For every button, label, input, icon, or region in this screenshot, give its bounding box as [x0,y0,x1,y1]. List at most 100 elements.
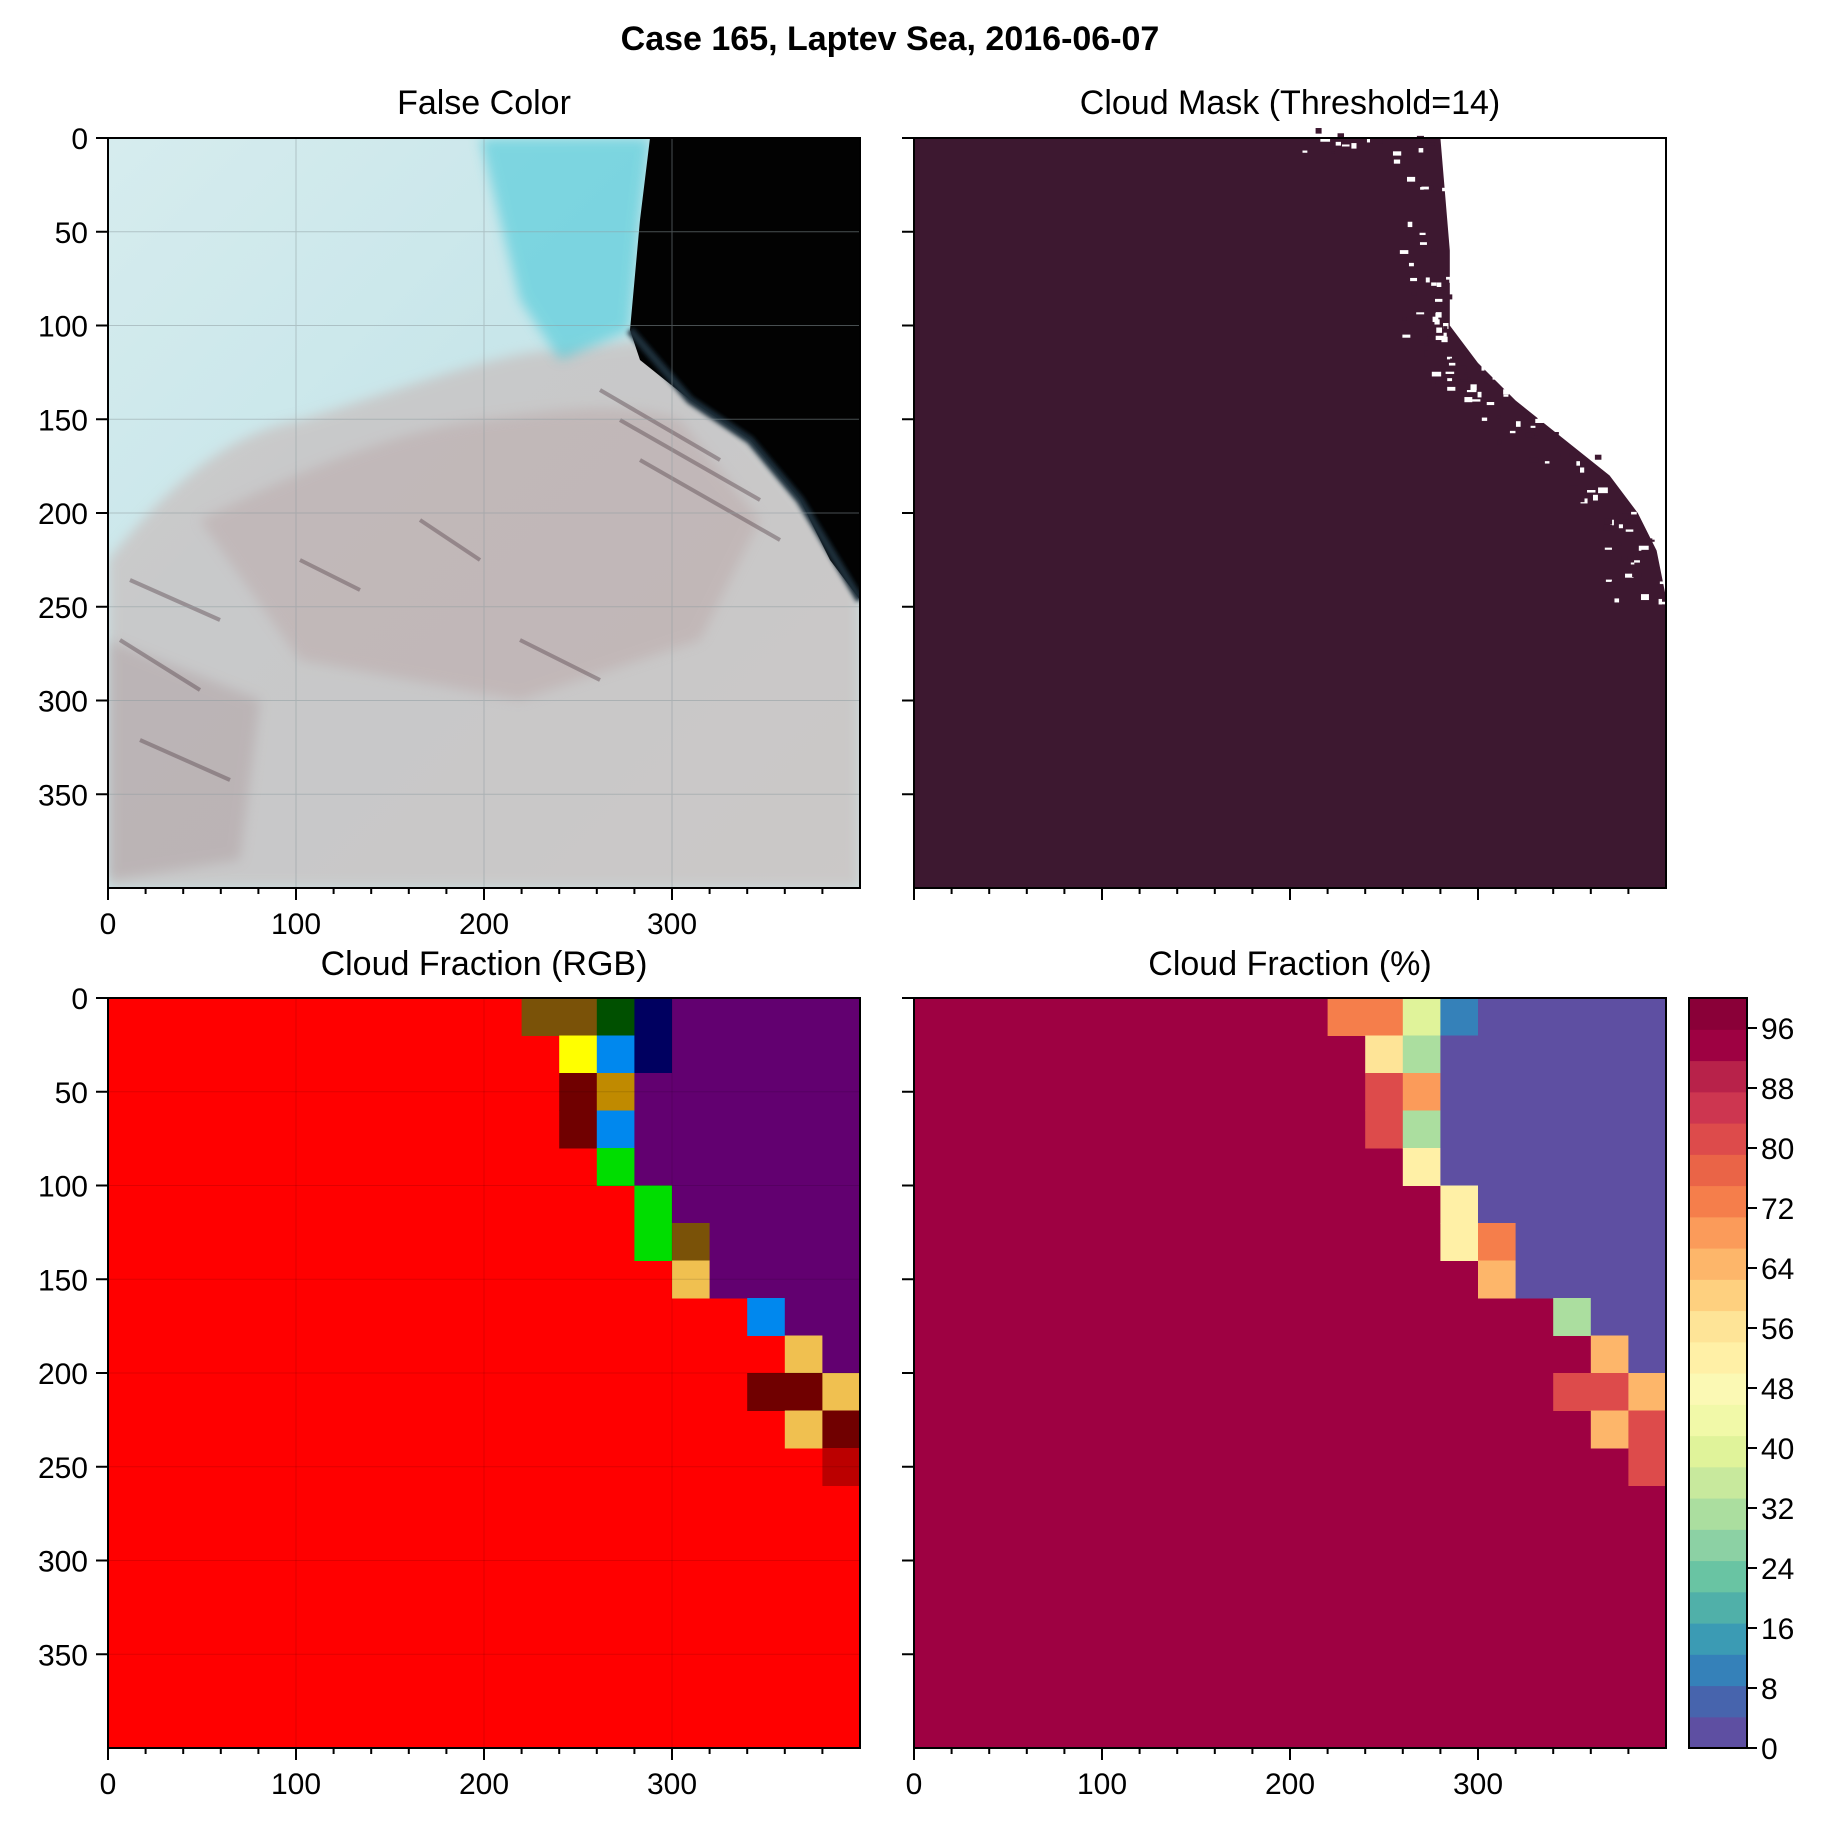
mask-speckle [1625,529,1634,532]
colorbar-level [1689,1591,1747,1624]
rgb-cell [596,998,635,1036]
percent-cell [1515,1260,1667,1299]
mask-speckle [1421,186,1430,190]
rgb-cell [784,1410,823,1449]
panel-title-cloud-mask: Cloud Mask (Threshold=14) [1080,84,1500,122]
percent-cell [1478,998,1667,1036]
percent-cell [1440,998,1479,1036]
mask-speckle [1419,242,1427,245]
mask-speckle [1485,397,1492,400]
colorbar-tick-label: 72 [1761,1193,1794,1226]
y-tick-label: 250 [38,592,88,625]
mask-speckle [1611,580,1618,587]
mask-speckle [1450,358,1459,362]
mask-speckle [1424,142,1435,146]
mask-speckle [1605,579,1612,582]
y-tick-label: 50 [55,1077,88,1110]
mask-speckle [1598,487,1608,494]
colorbar-tick-label: 48 [1761,1373,1794,1406]
mask-speckle [1443,294,1453,300]
mask-speckle [1544,461,1550,464]
mask-speckle [1610,519,1614,526]
percent-cell [1628,1448,1667,1486]
mask-speckle [1436,129,1445,136]
mask-speckle [1647,538,1653,544]
mask-speckle [1435,312,1442,318]
rgb-cell [596,1035,635,1074]
mask-speckle [1622,513,1629,520]
y-tick-label: 50 [55,217,88,250]
mask-speckle [1425,277,1430,283]
mask-speckle [1632,572,1642,578]
mask-speckle [1614,598,1620,603]
mask-speckle [1604,518,1613,525]
percent-cell [1628,1373,1667,1411]
mask-speckle [1443,332,1447,337]
rgb-cell [634,1185,673,1224]
y-tick-label: 300 [38,686,88,719]
rgb-cell [634,1035,673,1074]
mask-speckle [1416,312,1425,315]
colorbar-level [1689,1248,1747,1280]
mask-speckle [1530,425,1536,428]
colorbar-level [1689,998,1747,1030]
mask-speckle [1315,128,1322,134]
colorbar-tick-label: 96 [1761,1013,1794,1046]
x-tick-label: 0 [906,1768,923,1801]
rgb-cell [672,1185,861,1224]
rgb-cell [709,1260,861,1299]
rgb-cell [822,1335,861,1374]
mask-speckle [1434,319,1440,325]
colorbar-level [1689,1060,1747,1093]
colorbar-level [1689,1216,1747,1249]
false-color-panel: False Color 0 100 200 300 0 50 100 150 200 250 300… [38,84,861,941]
colorbar-level [1689,1529,1747,1562]
mask-speckle [1469,381,1476,385]
rgb-cell [634,1223,673,1261]
rgb-cell [559,1110,598,1149]
mask-speckle [1407,221,1413,228]
percent-cell [1440,1073,1667,1111]
rgb-cell [634,998,673,1036]
mask-speckle [1419,232,1426,236]
rgb-cell [747,1298,786,1336]
cloud-fraction-percent-panel: Cloud Fraction (%) 0 100 200 300 0 8 16 24 32 40… [902,945,1794,1801]
mask-speckle [1486,402,1495,406]
mask-speckle [1554,431,1559,435]
mask-speckle [1569,485,1579,488]
rgb-cell [709,1223,861,1261]
y-tick-label: 300 [38,1546,88,1579]
percent-cell [1478,1223,1517,1261]
percent-cell [1365,1073,1404,1111]
mask-speckle [1456,365,1467,372]
mask-speckle [1630,562,1635,565]
mask-speckle [1411,292,1417,296]
rgb-cell [596,1148,635,1186]
mask-speckle [1496,415,1501,419]
y-tick-label: 350 [38,779,88,812]
percent-cell [1327,998,1404,1036]
mask-speckle [1435,380,1441,384]
mask-speckle [1660,601,1665,605]
y-tick-label: 250 [38,1452,88,1485]
mask-speckle [1446,356,1453,360]
mask-speckle [1615,542,1622,546]
mask-speckle [1449,277,1457,283]
mask-speckle [1410,277,1418,282]
mask-speckle [1631,511,1637,515]
colorbar-level [1689,1341,1747,1374]
percent-cell [1440,1148,1667,1186]
x-tick-label: 0 [100,1768,117,1801]
rgb-cell [596,1073,635,1111]
rgb-cell [672,998,861,1036]
colorbar-level [1689,1623,1747,1655]
mask-speckle [1372,124,1381,128]
cloud-fraction-rgb-panel: Cloud Fraction (RGB) 0 100 200 300 0 50 100 150… [38,945,861,1801]
mask-speckle [1481,417,1488,421]
mask-speckle [1434,298,1443,302]
mask-speckle [1443,323,1449,329]
colorbar-level [1689,1091,1747,1124]
colorbar-level [1689,1154,1747,1187]
mask-speckle [1497,439,1502,445]
